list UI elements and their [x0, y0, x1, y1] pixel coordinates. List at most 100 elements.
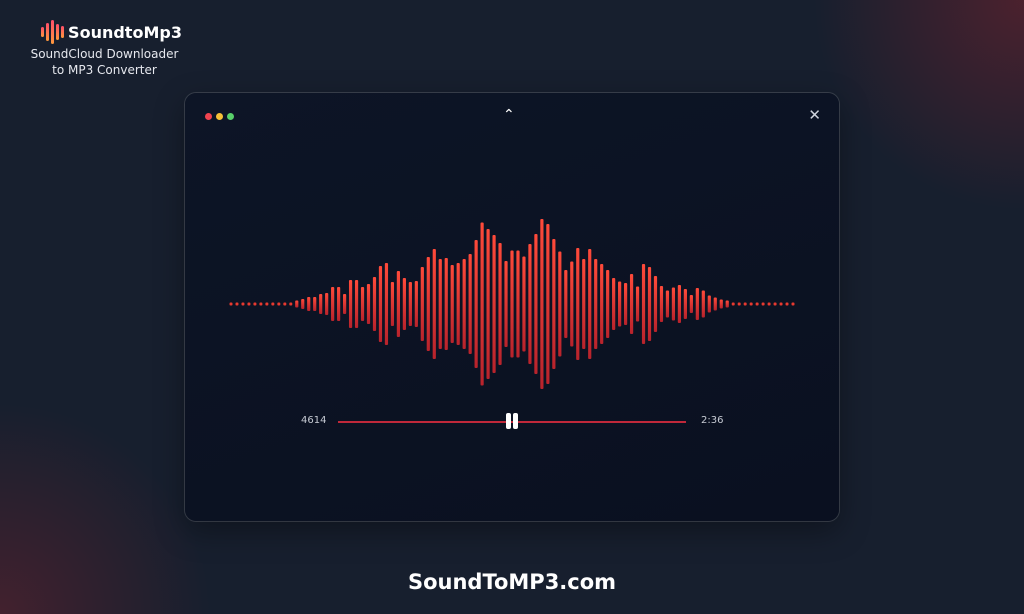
waveform-bar — [588, 249, 592, 359]
waveform-bar — [534, 234, 538, 374]
site-url[interactable]: SoundToMP3.com — [407, 570, 617, 594]
waveform-bar — [558, 251, 562, 357]
pause-button[interactable] — [506, 413, 518, 429]
window-controls — [205, 113, 234, 120]
waveform-bar — [384, 263, 389, 345]
logo: SoundtoMp3 SoundCloud Downloader to MP3 C… — [22, 20, 187, 78]
waveform-bar — [402, 278, 406, 330]
waveform-bar — [540, 219, 544, 389]
elapsed-time: 4614 — [301, 415, 327, 426]
waveform-bar — [773, 302, 777, 306]
waveform-bar — [337, 287, 341, 321]
waveform-bar — [600, 264, 604, 344]
waveform-bar — [713, 297, 717, 311]
waveform-bar — [665, 290, 670, 318]
waveform-bar — [701, 290, 705, 318]
waveform-bar — [420, 267, 424, 341]
tagline: SoundCloud Downloader to MP3 Converter — [22, 46, 187, 78]
waveform-bar — [606, 270, 610, 338]
waveform-bar — [325, 293, 329, 315]
waveform-bar — [498, 243, 502, 365]
waveform-bar — [247, 302, 251, 306]
waveform-bar — [480, 222, 484, 386]
waveform-bar — [348, 280, 353, 328]
waveform-bar — [737, 302, 741, 306]
waveform-bar — [570, 261, 574, 347]
duration-time: 2:36 — [701, 415, 724, 426]
waveform-bar — [731, 302, 735, 306]
waveform-bar — [271, 302, 275, 306]
pause-icon — [513, 413, 518, 429]
waveform-bar — [235, 302, 239, 306]
waveform-bar — [635, 286, 640, 322]
waveform-bar — [582, 259, 586, 349]
waveform-bar — [504, 261, 508, 347]
waveform-bar — [659, 286, 664, 322]
waveform-bar — [253, 302, 257, 306]
waveform-bar — [462, 259, 466, 349]
waveform-bar — [414, 281, 418, 327]
waveform-bar — [241, 302, 245, 306]
waveform-bar — [378, 266, 383, 342]
waveform-bar — [301, 299, 305, 309]
waveform-bar — [432, 249, 436, 359]
progress-track[interactable] — [338, 421, 686, 423]
waveform-bar — [749, 302, 753, 306]
waveform-bar — [426, 257, 430, 351]
waveform — [229, 219, 795, 389]
waveform-bar — [629, 274, 634, 334]
waveform-bar — [366, 284, 371, 324]
waveform-bar — [450, 265, 454, 343]
waveform-bar — [576, 248, 580, 360]
waveform-bar — [528, 244, 532, 364]
waveform-bar — [468, 254, 472, 354]
waveform-bar — [438, 259, 442, 349]
waveform-bar — [360, 287, 365, 321]
waveform-bar — [444, 258, 448, 350]
waveform-bar — [307, 297, 311, 311]
minimize-dot[interactable] — [216, 113, 223, 120]
waveform-bar — [516, 250, 520, 358]
waveform-bar — [755, 302, 759, 306]
waveform-bar — [767, 302, 771, 306]
waveform-bar — [785, 302, 789, 306]
waveform-bar — [372, 277, 377, 331]
waveform-bar — [492, 235, 496, 373]
waveform-bar — [313, 297, 317, 311]
waveform-bar — [354, 280, 359, 328]
waveform-bar — [707, 295, 711, 313]
waveform-bar — [390, 282, 395, 326]
chevron-up-icon[interactable]: ⌃ — [503, 107, 515, 123]
waveform-bar — [486, 229, 490, 379]
waveform-bar — [319, 294, 323, 314]
waveform-bar — [564, 270, 568, 338]
waveform-bar — [331, 287, 335, 321]
waveform-bar — [474, 240, 478, 368]
waveform-bar — [623, 283, 628, 325]
waveform-bar — [761, 302, 765, 306]
brand-name: SoundtoMp3 — [68, 22, 182, 42]
waveform-bar — [641, 264, 646, 344]
tagline-line-1: SoundCloud Downloader — [30, 47, 179, 61]
waveform-bar — [683, 289, 687, 319]
waveform-bar — [779, 302, 783, 306]
waveform-bar — [342, 294, 347, 314]
waveform-bar — [229, 302, 233, 306]
waveform-bar — [725, 300, 729, 308]
close-dot[interactable] — [205, 113, 212, 120]
maximize-dot[interactable] — [227, 113, 234, 120]
waveform-bar — [719, 299, 723, 309]
waveform-bar — [289, 302, 293, 306]
close-icon[interactable]: ✕ — [808, 106, 821, 124]
pause-icon — [506, 413, 511, 429]
waveform-bar — [653, 276, 658, 332]
waveform-bar — [743, 302, 747, 306]
waveform-bar — [408, 282, 412, 326]
logo-waveform-icon — [41, 20, 65, 44]
waveform-bar — [265, 302, 269, 306]
tagline-line-2: to MP3 Converter — [52, 63, 157, 77]
waveform-bar — [594, 259, 598, 349]
player-window: ⌃ ✕ 4614 2:36 — [185, 93, 839, 521]
waveform-bar — [277, 302, 281, 306]
waveform-bar — [671, 287, 676, 321]
